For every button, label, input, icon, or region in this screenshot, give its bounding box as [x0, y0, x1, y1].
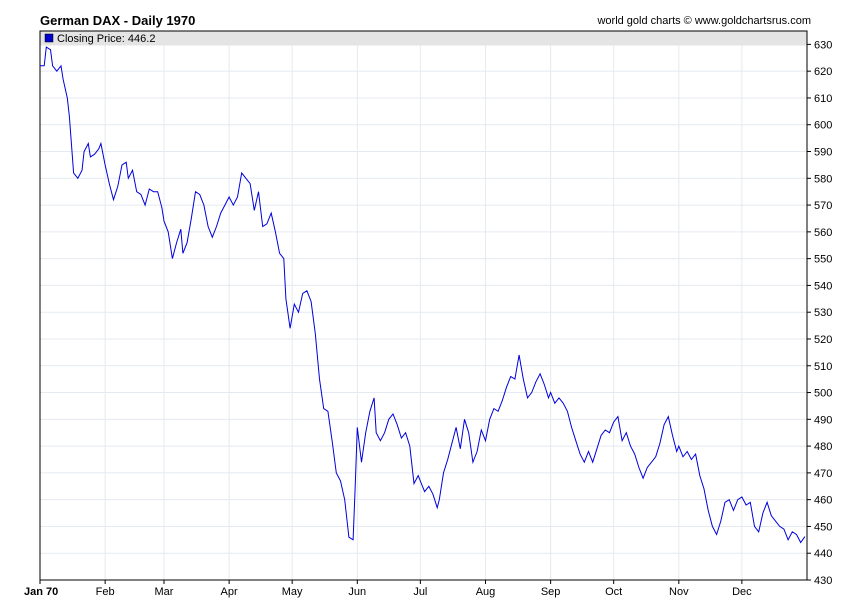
y-tick-label: 560	[814, 227, 832, 239]
y-tick-label: 540	[814, 280, 832, 292]
y-tick-label: 520	[814, 334, 832, 346]
y-tick-label: 550	[814, 254, 832, 266]
y-tick-label: 480	[814, 441, 832, 453]
x-tick-label: Jun	[348, 586, 366, 598]
ticks-layer: 430 440 450 460 470 480 490 500 510 520 530 540 550 5…	[24, 39, 832, 598]
y-tick-label: 460	[814, 495, 832, 507]
y-tick-label: 600	[814, 120, 832, 132]
y-tick-label: 580	[814, 173, 832, 185]
y-tick-label: 450	[814, 521, 832, 533]
legend-swatch	[44, 33, 54, 43]
y-tick-label: 630	[814, 39, 832, 51]
y-tick-label: 430	[814, 575, 832, 587]
y-tick-label: 610	[814, 93, 832, 105]
x-tick-label: Sep	[541, 586, 561, 598]
y-tick-label: 570	[814, 200, 832, 212]
chart-credit: world gold charts © www.goldchartsrus.co…	[597, 15, 811, 27]
x-tick-label: Aug	[476, 586, 496, 598]
plot-frame	[39, 30, 808, 581]
x-tick-label: Mar	[155, 586, 174, 598]
x-tick-label: Nov	[669, 586, 689, 598]
x-tick-label: Jul	[413, 586, 427, 598]
x-tick-label: May	[282, 586, 303, 598]
x-tick-label: Dec	[732, 586, 752, 598]
y-tick-label: 490	[814, 414, 832, 426]
price-line	[40, 46, 806, 544]
legend-box	[40, 31, 807, 46]
y-tick-label: 530	[814, 307, 832, 319]
x-tick-label: Apr	[221, 586, 238, 598]
y-tick-label: 440	[814, 548, 832, 560]
y-tick-label: 500	[814, 388, 832, 400]
grid-layer	[40, 31, 807, 580]
chart-title: German DAX - Daily 1970	[40, 13, 196, 28]
y-tick-label: 620	[814, 66, 832, 78]
x-tick-label: Feb	[96, 586, 115, 598]
y-tick-label: 590	[814, 147, 832, 159]
x-tick-label: Oct	[605, 586, 622, 598]
y-tick-label: 510	[814, 361, 832, 373]
legend-label: Closing Price: 446.2	[57, 33, 155, 45]
y-tick-label: 470	[814, 468, 832, 480]
x-tick-label: Jan 70	[24, 586, 58, 598]
